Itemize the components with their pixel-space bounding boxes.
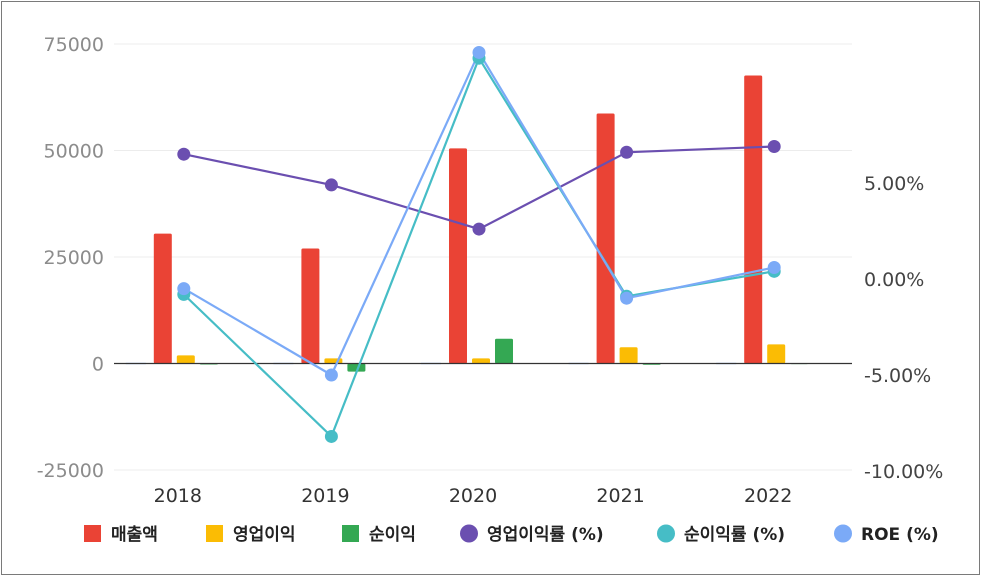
line-ROE (%) <box>183 50 775 377</box>
bar-매출액 <box>301 248 320 364</box>
legend-label: 순이익 <box>369 525 416 545</box>
point-영업이익률 (%) <box>177 147 191 161</box>
right-axis-ticks: 5.00% 0.00% -5.00% -10.00% <box>864 173 943 483</box>
legend-label: ROE (%) <box>861 525 939 545</box>
legend-label: 매출액 <box>111 525 158 545</box>
point-ROE (%) <box>324 368 338 382</box>
legend-swatch <box>206 525 223 542</box>
legend-swatch <box>84 525 101 542</box>
point-영업이익률 (%) <box>767 140 781 154</box>
point-ROE (%) <box>620 291 634 305</box>
bar-매출액 <box>744 75 763 364</box>
legend-swatch <box>460 524 478 543</box>
x-axis-ticks: 2018 2019 2020 2021 2022 <box>154 485 793 507</box>
point-ROE (%) <box>767 260 781 274</box>
point-순이익률 (%) <box>324 429 338 443</box>
legend-swatch <box>657 524 675 543</box>
left-tick-label: 0 <box>92 354 104 376</box>
right-tick-label: 5.00% <box>864 173 924 195</box>
line-순이익률 (%) <box>183 55 775 439</box>
legend-swatch <box>342 525 359 542</box>
point-영업이익률 (%) <box>620 145 634 159</box>
bar-영업이익 <box>472 358 490 364</box>
bar-매출액 <box>153 233 172 364</box>
left-tick-label: 50000 <box>44 141 104 163</box>
x-tick-label: 2018 <box>154 485 202 507</box>
legend-label: 영업이익률 (%) <box>487 525 604 545</box>
gridlines <box>114 43 852 471</box>
legend: 매출액 영업이익 순이익 영업이익률 (%) 순이익률 (%) ROE (%) <box>84 524 939 545</box>
bar-영업이익 <box>619 347 638 364</box>
point-영업이익률 (%) <box>324 178 338 192</box>
point-영업이익률 (%) <box>472 222 486 236</box>
bar-매출액 <box>449 148 467 364</box>
left-tick-label: -25000 <box>37 460 104 482</box>
left-tick-label: 75000 <box>44 34 104 56</box>
right-tick-label: -5.00% <box>864 365 931 387</box>
x-tick-label: 2021 <box>596 485 644 507</box>
line-영업이익률 (%) <box>183 145 775 231</box>
point-ROE (%) <box>472 45 486 59</box>
bar-영업이익 <box>176 355 195 364</box>
right-tick-label: 0.00% <box>864 269 924 291</box>
left-tick-label: 25000 <box>44 247 104 269</box>
legend-swatch <box>834 524 852 543</box>
point-ROE (%) <box>177 282 191 296</box>
bar-순이익 <box>347 363 366 372</box>
legend-label: 영업이익 <box>233 525 296 545</box>
bar-매출액 <box>596 113 615 364</box>
right-tick-label: -10.00% <box>864 461 943 483</box>
bar-순이익 <box>495 338 513 364</box>
legend-label: 순이익률 (%) <box>684 525 785 545</box>
x-tick-label: 2022 <box>744 485 792 507</box>
bar-영업이익 <box>767 344 786 364</box>
line-series <box>177 45 781 443</box>
x-tick-label: 2019 <box>301 485 349 507</box>
left-axis-ticks: 75000 50000 25000 0 -25000 <box>37 34 104 482</box>
bar-series <box>125 75 809 372</box>
x-tick-label: 2020 <box>449 485 497 507</box>
